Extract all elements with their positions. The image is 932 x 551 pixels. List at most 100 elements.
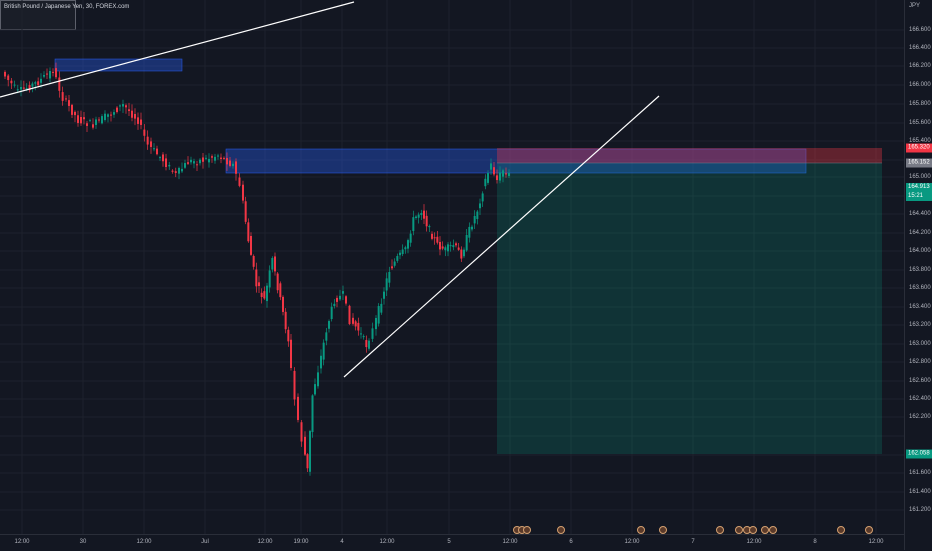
candle-body	[368, 340, 370, 349]
candle-body	[439, 241, 441, 250]
candle-body	[86, 123, 88, 126]
candle-body	[131, 110, 133, 118]
candle-body	[10, 80, 13, 84]
candle-body	[481, 193, 484, 202]
time-label: 30	[79, 539, 87, 545]
take-profit-zone	[497, 163, 882, 454]
candle-body	[196, 164, 198, 166]
economic-event-icon[interactable]	[749, 526, 757, 534]
candle-body	[431, 233, 433, 239]
candle-body	[383, 291, 385, 299]
candle-body	[187, 162, 189, 164]
candle-body	[297, 396, 299, 420]
candle-body	[25, 88, 28, 90]
candle-body	[116, 107, 118, 113]
candle-body	[290, 339, 292, 369]
price-label: 161.600	[909, 470, 931, 476]
economic-event-icon[interactable]	[735, 526, 743, 534]
price-label: 166.200	[909, 63, 931, 69]
price-chart[interactable]	[0, 0, 904, 534]
candle-body	[134, 113, 136, 119]
price-label: 163.200	[909, 322, 931, 328]
candle-body	[140, 119, 142, 125]
candle-body	[274, 256, 276, 272]
candle-body	[271, 257, 274, 270]
candle-body	[31, 83, 34, 87]
candle-body	[95, 119, 97, 125]
economic-event-icon[interactable]	[523, 526, 531, 534]
candle-body	[92, 124, 94, 128]
candle-body	[375, 317, 377, 330]
economic-event-icon[interactable]	[865, 526, 873, 534]
candle-body	[40, 78, 42, 83]
candle-body	[300, 422, 303, 442]
candle-body	[380, 303, 383, 313]
candle-body	[49, 70, 51, 79]
price-tag-value: 165.152	[908, 159, 930, 166]
candle-body	[320, 355, 322, 369]
candle-body	[208, 158, 210, 163]
candle-body	[190, 159, 192, 163]
economic-event-icon[interactable]	[837, 526, 845, 534]
candle-body	[471, 226, 473, 230]
price-label: 163.400	[909, 304, 931, 310]
candle-body	[348, 305, 351, 324]
candle-body	[311, 395, 314, 433]
candle-body	[287, 329, 290, 342]
candle-body	[487, 173, 489, 183]
trendline-lower	[343, 95, 660, 378]
candle-body	[266, 285, 268, 302]
candle-body	[65, 98, 67, 100]
economic-event-icon[interactable]	[659, 526, 667, 534]
candle-body	[362, 336, 365, 338]
candle-body	[371, 328, 374, 339]
candle-body	[276, 273, 279, 291]
time-axis[interactable]: 12:00 30 12:00 Jul 12:00 19:00 4 12:00 5 12:00 6 12…	[0, 534, 904, 551]
candle-body	[171, 170, 174, 172]
candle-body	[22, 87, 25, 89]
candle-body	[420, 212, 423, 216]
time-label: 6	[569, 539, 573, 545]
candle-body	[153, 148, 155, 150]
price-tag-stop: 165.320	[906, 143, 932, 153]
candle-body	[447, 244, 449, 252]
candle-body	[52, 71, 54, 73]
candle-body	[223, 157, 225, 159]
price-label: 164.400	[909, 211, 931, 217]
symbol-title: British Pound / Japanese Yen, 30, FOREX.…	[4, 4, 130, 10]
price-label: 162.600	[909, 378, 931, 384]
candle-body	[150, 141, 152, 147]
candle-body	[404, 247, 407, 250]
candle-body	[457, 247, 460, 250]
candle-body	[242, 184, 244, 201]
candle-body	[13, 84, 16, 86]
price-label: 162.800	[909, 359, 931, 365]
economic-event-icon[interactable]	[761, 526, 769, 534]
candle-body	[258, 282, 260, 287]
candle-body	[80, 117, 82, 124]
candle-body	[71, 104, 73, 115]
candle-body	[260, 292, 263, 298]
candle-body	[146, 136, 149, 145]
candle-body	[4, 71, 6, 77]
candle-body	[468, 226, 471, 238]
price-label: 162.400	[909, 396, 931, 402]
candle-body	[159, 157, 161, 159]
price-axis[interactable]: JPY 166.600 166.400 166.200 166.000 165.800 1…	[904, 0, 932, 550]
price-label: 165.400	[909, 138, 931, 144]
price-label: 163.600	[909, 285, 931, 291]
candle-body	[328, 321, 330, 329]
economic-event-icon[interactable]	[769, 526, 777, 534]
candle-body	[317, 372, 319, 387]
candle-body	[122, 104, 124, 107]
time-label: 12:00	[14, 539, 30, 545]
economic-event-icon[interactable]	[637, 526, 645, 534]
economic-event-icon[interactable]	[716, 526, 724, 534]
candle-body	[162, 154, 164, 162]
economic-event-icon[interactable]	[557, 526, 565, 534]
candle-body	[476, 211, 479, 220]
candle-body	[345, 296, 347, 304]
candle-body	[428, 226, 431, 228]
candle-body	[441, 246, 444, 249]
candle-body	[58, 77, 61, 91]
